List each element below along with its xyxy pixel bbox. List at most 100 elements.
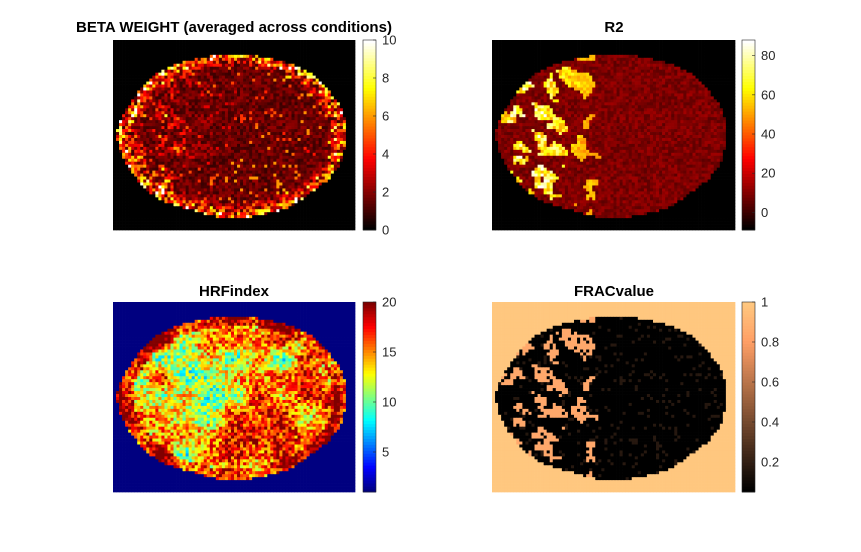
heatmap-cell bbox=[267, 126, 271, 130]
heatmap-cell bbox=[327, 45, 332, 50]
heatmap-cell bbox=[330, 105, 335, 109]
heatmap-cell bbox=[291, 108, 295, 112]
heatmap-cell bbox=[297, 182, 301, 186]
heatmap-cell bbox=[113, 164, 117, 169]
heatmap-cell bbox=[137, 209, 141, 213]
heatmap-cell bbox=[327, 215, 332, 219]
heatmap-cell bbox=[297, 69, 301, 74]
heatmap-cell bbox=[173, 87, 177, 91]
heatmap-cell bbox=[218, 66, 223, 71]
heatmap-cell bbox=[170, 191, 174, 195]
heatmap-cell bbox=[240, 96, 244, 100]
heatmap-cell bbox=[215, 102, 220, 106]
heatmap-cell bbox=[200, 54, 205, 59]
heatmap-cell bbox=[161, 182, 165, 186]
heatmap-cell bbox=[255, 152, 259, 157]
heatmap-cell bbox=[227, 218, 232, 222]
heatmap-cell bbox=[243, 111, 247, 115]
heatmap-cell bbox=[188, 54, 193, 59]
heatmap-cell bbox=[146, 51, 150, 56]
heatmap-cell bbox=[119, 132, 123, 136]
heatmap-cell bbox=[206, 126, 211, 130]
heatmap-cell bbox=[143, 48, 147, 53]
heatmap-cell bbox=[152, 87, 156, 91]
heatmap-cell bbox=[324, 194, 329, 198]
heatmap-cell bbox=[185, 40, 189, 44]
heatmap-cell bbox=[212, 176, 217, 180]
heatmap-cell bbox=[221, 105, 226, 109]
heatmap-cell bbox=[194, 42, 199, 47]
heatmap-cell bbox=[234, 117, 238, 121]
heatmap-cell bbox=[312, 81, 317, 85]
heatmap-cell bbox=[170, 200, 174, 204]
heatmap-cell bbox=[116, 194, 120, 198]
heatmap-cell bbox=[134, 114, 138, 118]
heatmap-cell bbox=[306, 96, 310, 100]
heatmap-cell bbox=[321, 158, 326, 163]
heatmap-cell bbox=[240, 108, 244, 112]
heatmap-cell bbox=[276, 188, 280, 192]
heatmap-cell bbox=[200, 155, 205, 160]
heatmap-cell bbox=[339, 123, 344, 127]
heatmap-cell bbox=[125, 63, 129, 68]
heatmap-cell bbox=[191, 209, 196, 213]
heatmap-cell bbox=[221, 114, 226, 118]
heatmap-cell bbox=[164, 137, 168, 142]
heatmap-cell bbox=[237, 111, 241, 115]
heatmap-cell bbox=[276, 161, 280, 166]
heatmap-cell bbox=[182, 191, 186, 195]
heatmap-cell bbox=[173, 188, 177, 192]
heatmap-cell bbox=[173, 123, 177, 127]
heatmap-cell bbox=[261, 161, 265, 166]
heatmap-cell bbox=[261, 152, 265, 157]
heatmap-cell bbox=[273, 200, 277, 204]
heatmap-cell bbox=[288, 93, 292, 97]
heatmap-cell bbox=[173, 203, 177, 207]
heatmap-cell bbox=[294, 155, 298, 160]
heatmap-cell bbox=[227, 191, 232, 195]
heatmap-cell bbox=[149, 120, 153, 124]
heatmap-cell bbox=[336, 194, 341, 198]
heatmap-cell bbox=[209, 111, 214, 115]
heatmap-cell bbox=[273, 102, 277, 106]
heatmap-cell bbox=[234, 152, 238, 157]
heatmap-cell bbox=[122, 194, 126, 198]
heatmap-cell bbox=[128, 146, 132, 151]
heatmap-cell bbox=[164, 87, 168, 91]
heatmap-cell bbox=[297, 203, 301, 207]
heatmap-cell bbox=[312, 117, 317, 121]
heatmap-cell bbox=[161, 143, 165, 148]
heatmap-cell bbox=[182, 170, 186, 174]
heatmap-cell bbox=[164, 102, 168, 106]
heatmap-cell bbox=[237, 81, 241, 85]
heatmap-cell bbox=[291, 111, 295, 115]
heatmap-cell bbox=[182, 129, 186, 133]
heatmap-cell bbox=[303, 111, 307, 115]
heatmap-cell bbox=[258, 155, 262, 160]
heatmap-cell bbox=[291, 102, 295, 106]
heatmap-cell bbox=[128, 40, 132, 44]
heatmap-cell bbox=[312, 120, 317, 124]
heatmap-cell bbox=[312, 185, 317, 189]
heatmap-cell bbox=[261, 42, 265, 47]
heatmap-cell bbox=[237, 90, 241, 94]
heatmap-cell bbox=[158, 102, 162, 106]
heatmap-cell bbox=[282, 102, 286, 106]
heatmap-cell bbox=[291, 146, 295, 151]
heatmap-cell bbox=[128, 81, 132, 85]
heatmap-cell bbox=[234, 191, 238, 195]
heatmap-cell bbox=[267, 60, 271, 65]
heatmap-cell bbox=[309, 191, 314, 195]
heatmap-cell bbox=[348, 81, 353, 85]
heatmap-cell bbox=[209, 203, 214, 207]
heatmap-cell bbox=[155, 81, 159, 85]
heatmap-cell bbox=[339, 158, 344, 163]
heatmap-cell bbox=[348, 126, 353, 130]
heatmap-cell bbox=[227, 173, 232, 177]
heatmap-cell bbox=[131, 209, 135, 213]
heatmap-cell bbox=[137, 132, 141, 136]
heatmap-cell bbox=[170, 63, 174, 68]
heatmap-cell bbox=[119, 212, 123, 216]
heatmap-cell bbox=[321, 51, 326, 56]
heatmap-cell bbox=[128, 51, 132, 56]
